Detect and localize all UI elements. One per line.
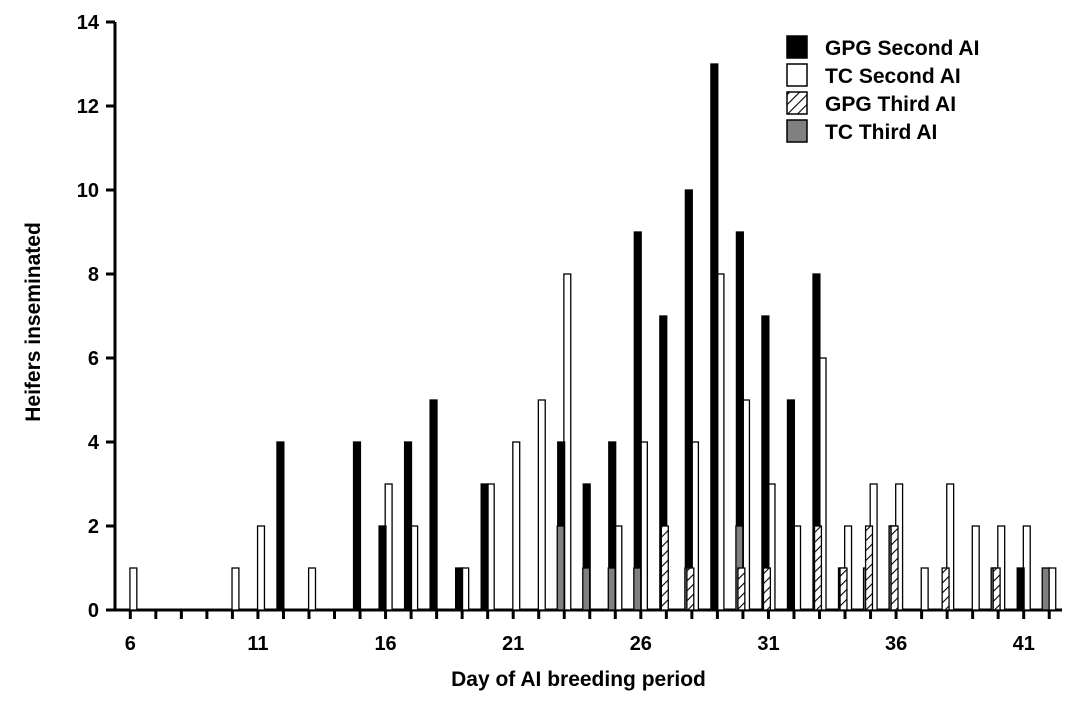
- y-axis-title: Heifers inseminated: [22, 222, 45, 422]
- bar-tc-third-ai-day-23: [556, 525, 565, 611]
- bar-tc-second-ai-day-11: [256, 525, 266, 611]
- bar-gpg-second-ai-day-15: [352, 441, 362, 611]
- legend-label-tc-second-ai: TC Second AI: [825, 65, 961, 88]
- bar-tc-second-ai-day-6: [129, 567, 138, 611]
- bar-gpg-second-ai-day-20: [480, 483, 489, 611]
- y-tick-label: 0: [88, 600, 99, 622]
- x-tick-label: 36: [885, 633, 907, 655]
- y-tick-label: 4: [88, 432, 100, 454]
- bar-tc-second-ai-day-42: [1048, 567, 1057, 611]
- bar-gpg-second-ai-day-12: [276, 441, 285, 611]
- legend: GPG Second AI TC Second AI GPG Third AI TC …: [786, 35, 979, 144]
- x-tick-label: 26: [630, 633, 652, 655]
- bar-gpg-third-ai-day-27: [660, 525, 669, 611]
- legend-label-gpg-second-ai: GPG Second AI: [825, 37, 979, 60]
- bar-gpg-second-ai-day-26: [633, 231, 642, 611]
- x-axis-title: Day of AI breeding period: [451, 668, 706, 691]
- x-tick-label: 11: [247, 633, 268, 655]
- bar-gpg-third-ai-day-34: [839, 567, 848, 611]
- bar-gpg-second-ai-day-18: [429, 399, 438, 611]
- bar-gpg-second-ai-day-41: [1016, 567, 1025, 611]
- bar-gpg-third-ai-day-31: [762, 567, 772, 611]
- legend-swatch-tc-second-ai: [786, 63, 808, 87]
- bar-gpg-second-ai-day-29: [710, 63, 719, 611]
- x-tick-label: 31: [757, 633, 779, 655]
- bar-gpg-second-ai-day-31: [761, 315, 770, 611]
- y-tick-label: 2: [88, 516, 99, 538]
- legend-swatch-gpg-second-ai: [786, 35, 808, 59]
- legend-swatch-gpg-third-ai: [786, 91, 808, 115]
- x-tick-label: 21: [502, 633, 524, 655]
- bar-tc-second-ai-day-21: [512, 441, 521, 611]
- bar-gpg-second-ai-day-17: [403, 441, 413, 611]
- bar-tc-second-ai-day-10: [231, 567, 240, 611]
- bar-gpg-third-ai-day-36: [890, 525, 899, 611]
- bar-gpg-third-ai-day-40: [992, 567, 1001, 611]
- x-tick-label: 16: [374, 633, 396, 655]
- legend-swatch-tc-third-ai: [786, 119, 808, 143]
- bars: [129, 63, 1057, 611]
- bar-tc-second-ai-day-13: [307, 567, 317, 611]
- bar-tc-second-ai-day-39: [971, 525, 980, 611]
- bar-tc-third-ai-day-42: [1041, 567, 1050, 611]
- y-tick-label: 6: [88, 348, 99, 370]
- x-tick-label: 6: [125, 633, 136, 655]
- legend-label-tc-third-ai: TC Third AI: [825, 121, 937, 144]
- bar-gpg-second-ai-day-32: [786, 399, 796, 611]
- bar-gpg-third-ai-day-35: [864, 525, 874, 611]
- ticks: 0 2 4 6 8 10 12 14 6 11 16 21 26 31 36 41: [77, 12, 1051, 655]
- y-tick-label: 12: [77, 96, 99, 118]
- bar-tc-third-ai-day-26: [633, 567, 642, 611]
- x-tick-label: 41: [1013, 633, 1035, 655]
- bar-gpg-third-ai-day-33: [813, 525, 823, 611]
- bar-gpg-second-ai-day-28: [684, 189, 693, 611]
- bar-gpg-third-ai-day-28: [686, 567, 695, 611]
- bar-gpg-third-ai-day-30: [737, 567, 746, 611]
- bar-tc-second-ai-day-22: [537, 399, 546, 611]
- y-tick-label: 10: [77, 180, 99, 202]
- y-tick-label: 8: [88, 264, 99, 286]
- bar-tc-second-ai-day-37: [920, 567, 929, 611]
- bar-tc-third-ai-day-25: [607, 567, 616, 611]
- bar-gpg-second-ai-day-19: [454, 567, 464, 611]
- y-tick-label: 14: [77, 12, 100, 34]
- bar-gpg-second-ai-day-16: [378, 525, 387, 611]
- bar-tc-second-ai-day-38: [946, 483, 955, 611]
- legend-label-gpg-third-ai: GPG Third AI: [825, 93, 956, 116]
- bar-tc-third-ai-day-24: [582, 567, 591, 611]
- bar-gpg-third-ai-day-38: [941, 567, 950, 611]
